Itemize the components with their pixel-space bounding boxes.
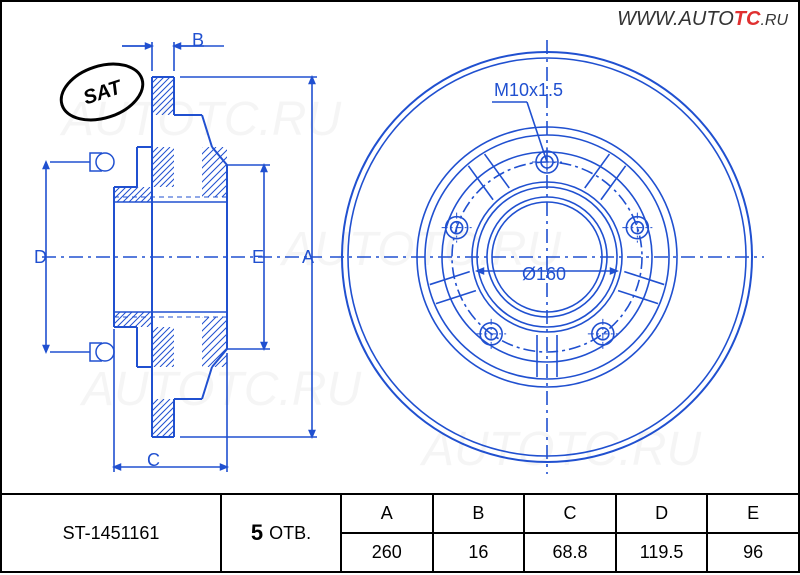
dim-grid: ABCDE 2601668.8119.596	[342, 495, 798, 571]
wm-www: WWW.	[617, 8, 678, 30]
dim-value-C: 68.8	[525, 534, 617, 571]
dim-header-C: C	[525, 495, 617, 532]
wm-ru: .RU	[760, 12, 788, 29]
holes-cell: 5 ОТВ.	[222, 495, 342, 571]
dim-label-A: A	[302, 247, 314, 268]
dim-value-E: 96	[708, 534, 798, 571]
inner-diameter-label: Ø160	[522, 264, 566, 285]
dim-label-C: C	[147, 450, 160, 471]
holes-label: ОТВ.	[269, 523, 311, 544]
wm-tc: TC	[734, 8, 761, 30]
dim-label-B: B	[192, 30, 204, 51]
svg-text:SAT: SAT	[81, 76, 126, 109]
wm-auto: AUTO	[679, 8, 734, 30]
dim-header-D: D	[617, 495, 709, 532]
source-watermark: WWW.AUTOTC.RU	[617, 8, 788, 31]
dim-value-row: 2601668.8119.596	[342, 534, 798, 571]
dim-value-B: 16	[434, 534, 526, 571]
dim-header-row: ABCDE	[342, 495, 798, 534]
dim-header-B: B	[434, 495, 526, 532]
dimension-table: ST-1451161 5 ОТВ. ABCDE 2601668.8119.596	[2, 493, 798, 571]
dim-label-E: E	[252, 247, 264, 268]
dim-header-E: E	[708, 495, 798, 532]
dim-value-A: 260	[342, 534, 434, 571]
dim-value-D: 119.5	[617, 534, 709, 571]
technical-drawing-svg: SAT	[2, 2, 800, 575]
dim-header-A: A	[342, 495, 434, 532]
part-number-cell: ST-1451161	[2, 495, 222, 571]
holes-count: 5	[251, 520, 263, 546]
bolt-spec-label: M10x1.5	[494, 80, 563, 101]
dim-label-D: D	[34, 247, 47, 268]
drawing-canvas: WWW.AUTOTC.RU AUTOTC.RU AUTOTC.RU AUTOTC…	[0, 0, 800, 573]
